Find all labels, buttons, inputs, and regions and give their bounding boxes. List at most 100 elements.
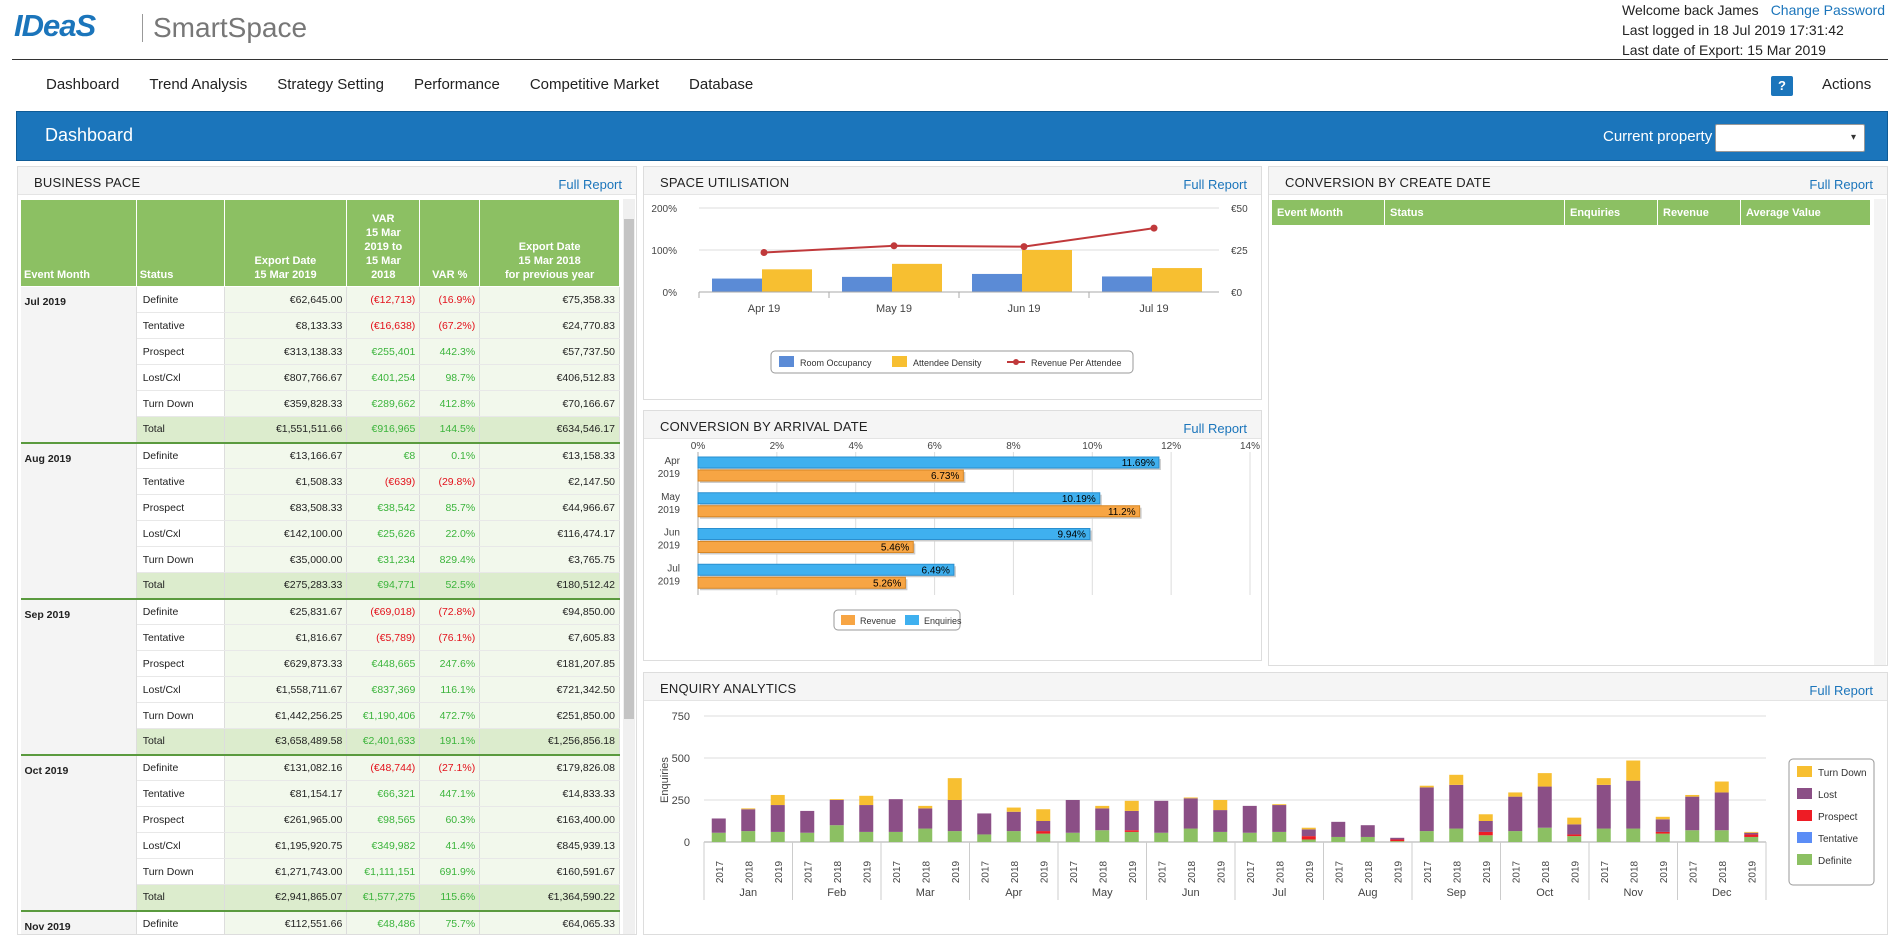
var-pct-cell: (16.9%): [419, 286, 481, 313]
stacked-bar-segment: [1272, 831, 1287, 842]
prev-value-cell: €70,166.67: [479, 390, 620, 417]
var-cell: €349,982: [346, 832, 421, 859]
nav-database[interactable]: Database: [689, 76, 754, 93]
revenue-per-attendee-line: [763, 227, 1155, 254]
year-label: 2018: [1718, 860, 1729, 883]
export-value-cell: €13,166.67: [224, 442, 348, 469]
export-value-cell: €1,442,256.25: [224, 702, 348, 729]
status-cell: Total: [136, 884, 225, 912]
stacked-bar-segment: [918, 808, 933, 829]
stacked-bar-segment: [1331, 836, 1346, 842]
full-report-link[interactable]: Full Report: [558, 177, 622, 192]
stacked-bar-segment: [859, 831, 874, 842]
var-pct-cell: 98.7%: [419, 364, 481, 391]
var-pct-cell: 191.1%: [419, 728, 481, 756]
change-password-link[interactable]: Change Password: [1770, 2, 1886, 18]
prev-value-cell: €634,546.17: [479, 416, 620, 444]
export-value-cell: €112,551.66: [224, 910, 348, 934]
current-property-select[interactable]: ▾: [1715, 124, 1865, 152]
var-pct-cell: (29.8%): [419, 468, 481, 495]
var-cell: €1,190,406: [346, 702, 421, 729]
export-value-cell: €25,831.67: [224, 598, 348, 625]
panel-title: BUSINESS PACE: [34, 175, 141, 190]
stacked-bar-segment: [1095, 830, 1110, 842]
year-label: 2019: [1393, 860, 1404, 883]
prev-value-cell: €24,770.83: [479, 312, 620, 339]
full-report-link[interactable]: Full Report: [1809, 683, 1873, 698]
table-row: Total €3,658,489.58 €2,401,633 191.1% €1,256…: [21, 728, 620, 756]
prev-value-cell: €57,737.50: [479, 338, 620, 365]
stacked-bar-segment: [1419, 831, 1434, 842]
nav-trend-analysis[interactable]: Trend Analysis: [149, 76, 248, 93]
event-month-cell: Sep 2019: [20, 598, 137, 756]
prev-value-cell: €7,605.83: [479, 624, 620, 651]
product-name: SmartSpace: [153, 12, 308, 43]
export-value-cell: €81,154.17: [224, 780, 348, 807]
table-row: Oct 2019 Definite €131,082.16 (€48,744) (27.…: [20, 754, 620, 912]
stacked-bar-segment: [800, 810, 815, 833]
nav-competitive-market[interactable]: Competitive Market: [529, 76, 660, 93]
table-row: Turn Down €1,271,743.00 €1,111,151 691.9% €1…: [21, 858, 620, 885]
table-scrollbar[interactable]: [1874, 199, 1886, 665]
year-label: 2017: [1157, 860, 1168, 883]
month-label: Jun: [1182, 887, 1200, 899]
col-prev-export: Export Date 15 Mar 2018 for previous year: [479, 199, 620, 287]
nav-performance[interactable]: Performance: [413, 76, 500, 93]
panel-title: ENQUIRY ANALYTICS: [660, 681, 797, 696]
stacked-bar-segment: [859, 795, 874, 806]
status-cell: Lost/Cxl: [136, 832, 225, 859]
month-label: Aug: [1358, 887, 1378, 899]
full-report-link[interactable]: Full Report: [1183, 177, 1247, 192]
year-label: 2018: [1187, 860, 1198, 883]
stacked-bar-segment: [1183, 828, 1198, 842]
revenue-bar: [697, 576, 906, 589]
export-value-cell: €2,941,865.07: [224, 884, 348, 912]
year-label: 2019: [1747, 860, 1758, 883]
stacked-bar-segment: [1626, 828, 1641, 842]
attendee-density-bar: [762, 269, 812, 292]
enquiries-bar: [697, 456, 1160, 469]
stacked-bar-segment: [1537, 786, 1552, 828]
stacked-bar-segment: [1272, 805, 1287, 832]
table-scrollbar[interactable]: [623, 199, 635, 934]
var-cell: €916,965: [346, 416, 421, 444]
year-label: 2018: [833, 860, 844, 883]
scrollbar-thumb[interactable]: [624, 219, 634, 719]
y-tick-label: 2019: [658, 576, 681, 587]
stacked-bar-segment: [1744, 831, 1759, 833]
stacked-bar-segment: [1508, 831, 1523, 842]
stacked-bar-segment: [1449, 828, 1464, 842]
stacked-bar-segment: [977, 834, 992, 842]
stacked-bar-segment: [1036, 809, 1051, 821]
legend-marker: [1013, 359, 1019, 365]
prev-value-cell: €251,850.00: [479, 702, 620, 729]
stacked-bar-segment: [1478, 814, 1493, 821]
x-tick-label: May 19: [876, 303, 912, 315]
panel-title: CONVERSION BY CREATE DATE: [1285, 175, 1491, 190]
legend-label: Definite: [1818, 856, 1852, 867]
nav-strategy-setting[interactable]: Strategy Setting: [277, 76, 384, 93]
col-status: Status: [1384, 199, 1565, 226]
year-label: 2019: [1570, 860, 1581, 883]
x-tick-label: 14%: [1240, 441, 1260, 452]
legend-swatch: [1797, 766, 1812, 777]
year-label: 2017: [1423, 860, 1434, 883]
full-report-link[interactable]: Full Report: [1809, 177, 1873, 192]
stacked-bar-segment: [888, 799, 903, 832]
stacked-bar-segment: [1360, 836, 1375, 842]
actions-menu[interactable]: Actions: [1822, 76, 1872, 93]
dashboard-banner: Dashboard Current property ▾: [16, 111, 1888, 161]
nav-dashboard[interactable]: Dashboard: [46, 76, 120, 93]
stacked-bar-segment: [1714, 830, 1729, 842]
month-label: Jul: [1272, 887, 1286, 899]
year-label: 2017: [1511, 860, 1522, 883]
status-cell: Tentative: [136, 624, 225, 651]
stacked-bar-segment: [1626, 760, 1641, 781]
var-pct-cell: 115.6%: [419, 884, 481, 912]
full-report-link[interactable]: Full Report: [1183, 421, 1247, 436]
var-pct-cell: 247.6%: [419, 650, 481, 677]
stacked-bar-segment: [1036, 821, 1051, 832]
help-button[interactable]: ?: [1771, 76, 1793, 96]
status-cell: Lost/Cxl: [136, 520, 225, 547]
export-value-cell: €359,828.33: [224, 390, 348, 417]
